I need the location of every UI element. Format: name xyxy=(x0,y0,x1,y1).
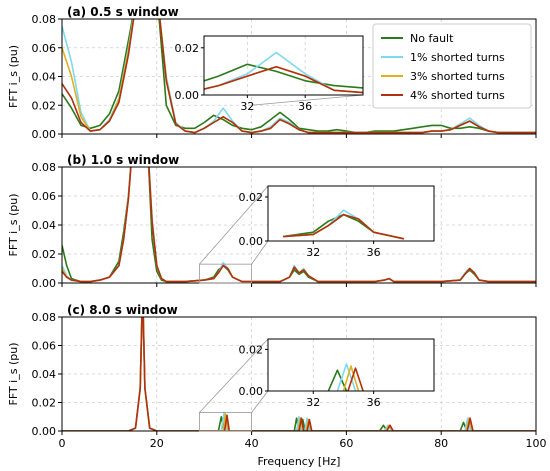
panel-title: (a) 0.5 s window xyxy=(67,5,179,19)
series-group xyxy=(62,167,536,283)
y-tick-label: 0.08 xyxy=(32,311,57,324)
y-tick-label: 0.06 xyxy=(32,340,57,353)
inset-series-line-2 xyxy=(336,363,357,391)
legend-box xyxy=(372,23,532,109)
inset-series-line-1 xyxy=(204,63,363,89)
y-tick-label: 0.08 xyxy=(32,161,57,174)
inset-background xyxy=(268,186,434,241)
inset-series-line-3 xyxy=(342,365,360,391)
inset-y-tick-label: 0.00 xyxy=(175,89,200,102)
y-tick-label: 0.00 xyxy=(32,128,57,141)
y-tick-label: 0.00 xyxy=(32,277,57,290)
inset-series-line-1 xyxy=(327,369,348,391)
series-line-3 xyxy=(62,317,536,431)
legend-label: No fault xyxy=(410,32,454,45)
y-axis-label: FFT i_s (pu) xyxy=(7,343,20,406)
x-tick-label: 20 xyxy=(150,437,164,450)
inset-frame xyxy=(267,338,435,392)
y-tick-label: 0.04 xyxy=(32,71,57,84)
panel-2: 0.00 0.02 0.04 0.06 0.08 (b) 1.0 s window FFT … xyxy=(7,153,537,290)
series-line-4 xyxy=(62,167,536,283)
zoom-connector xyxy=(251,390,269,413)
inset-y-tick-label: 0.02 xyxy=(175,42,200,55)
inset-x-tick-label: 32 xyxy=(240,100,254,113)
inset-x-tick-label: 36 xyxy=(367,396,381,409)
inset-series-group xyxy=(204,51,363,94)
y-axis-label: FFT i_s (pu) xyxy=(7,45,20,108)
x-tick-label: 60 xyxy=(339,437,353,450)
x-tick-label: 80 xyxy=(434,437,448,450)
zoom-region xyxy=(199,412,253,432)
inset-frame xyxy=(267,185,435,242)
zoom-connector xyxy=(199,185,269,265)
x-tick-label: 40 xyxy=(245,437,259,450)
inset-series-line-4 xyxy=(204,65,363,94)
series-group xyxy=(62,317,536,431)
legend-label: 4% shorted turns xyxy=(410,89,505,102)
zoom-connector xyxy=(251,240,269,265)
inset-series-line-4 xyxy=(347,367,364,391)
series-group xyxy=(62,19,536,134)
inset-series-group xyxy=(327,363,364,391)
zoom-connector xyxy=(251,94,364,106)
inset-y-tick-label: 0.00 xyxy=(239,235,264,248)
panel-1: 0.00 0.02 0.04 0.06 0.08 (a) 0.5 s window FFT … xyxy=(7,5,537,141)
zoom-region xyxy=(199,263,253,284)
series-line-4 xyxy=(62,19,536,134)
y-axis-label: FFT i_s (pu) xyxy=(7,194,20,257)
panel-title: (c) 8.0 s window xyxy=(67,303,178,317)
inset-x-tick-label: 36 xyxy=(298,100,312,113)
inset-y-tick-label: 0.00 xyxy=(239,385,264,398)
series-line-4 xyxy=(62,317,536,431)
panel-title: (b) 1.0 s window xyxy=(67,153,179,167)
inset-x-tick-label: 36 xyxy=(367,246,381,259)
inset-y-tick-label: 0.02 xyxy=(239,191,264,204)
inset-frame xyxy=(203,35,364,96)
y-tick-label: 0.02 xyxy=(32,248,57,261)
y-tick-label: 0.08 xyxy=(32,13,57,26)
inset-x-tick-label: 32 xyxy=(306,246,320,259)
x-tick-label: 100 xyxy=(526,437,547,450)
legend-label: 1% shorted turns xyxy=(410,51,505,64)
inset-y-tick-label: 0.02 xyxy=(239,343,264,356)
inset-x-tick-label: 32 xyxy=(306,396,320,409)
inset-axes: 0.00 0.02 32 36 xyxy=(239,338,435,409)
y-tick-label: 0.04 xyxy=(32,368,57,381)
x-tick-label: 0 xyxy=(59,437,66,450)
y-tick-label: 0.04 xyxy=(32,219,57,232)
legend: No fault 1% shorted turns 3% shorted turns… xyxy=(372,23,532,109)
y-tick-label: 0.02 xyxy=(32,397,57,410)
inset-series-line-4 xyxy=(283,213,404,240)
inset-axes: 0.00 0.02 32 36 xyxy=(175,35,364,113)
zoom-connector xyxy=(199,338,269,413)
y-tick-label: 0.00 xyxy=(32,425,57,438)
inset-axes: 0.00 0.02 32 36 xyxy=(239,185,435,259)
inset-series-group xyxy=(282,209,404,240)
series-line-1 xyxy=(62,19,536,134)
x-axis-label: Frequency [Hz] xyxy=(258,455,341,468)
y-tick-label: 0.06 xyxy=(32,42,57,55)
series-line-2 xyxy=(62,317,536,431)
legend-label: 3% shorted turns xyxy=(410,70,505,83)
y-tick-label: 0.02 xyxy=(32,99,57,112)
panel-3: 0.00 0.02 0.04 0.06 0.08 0 20 40 60 80 100 (c) 8.0 … xyxy=(7,303,547,450)
y-tick-label: 0.06 xyxy=(32,190,57,203)
